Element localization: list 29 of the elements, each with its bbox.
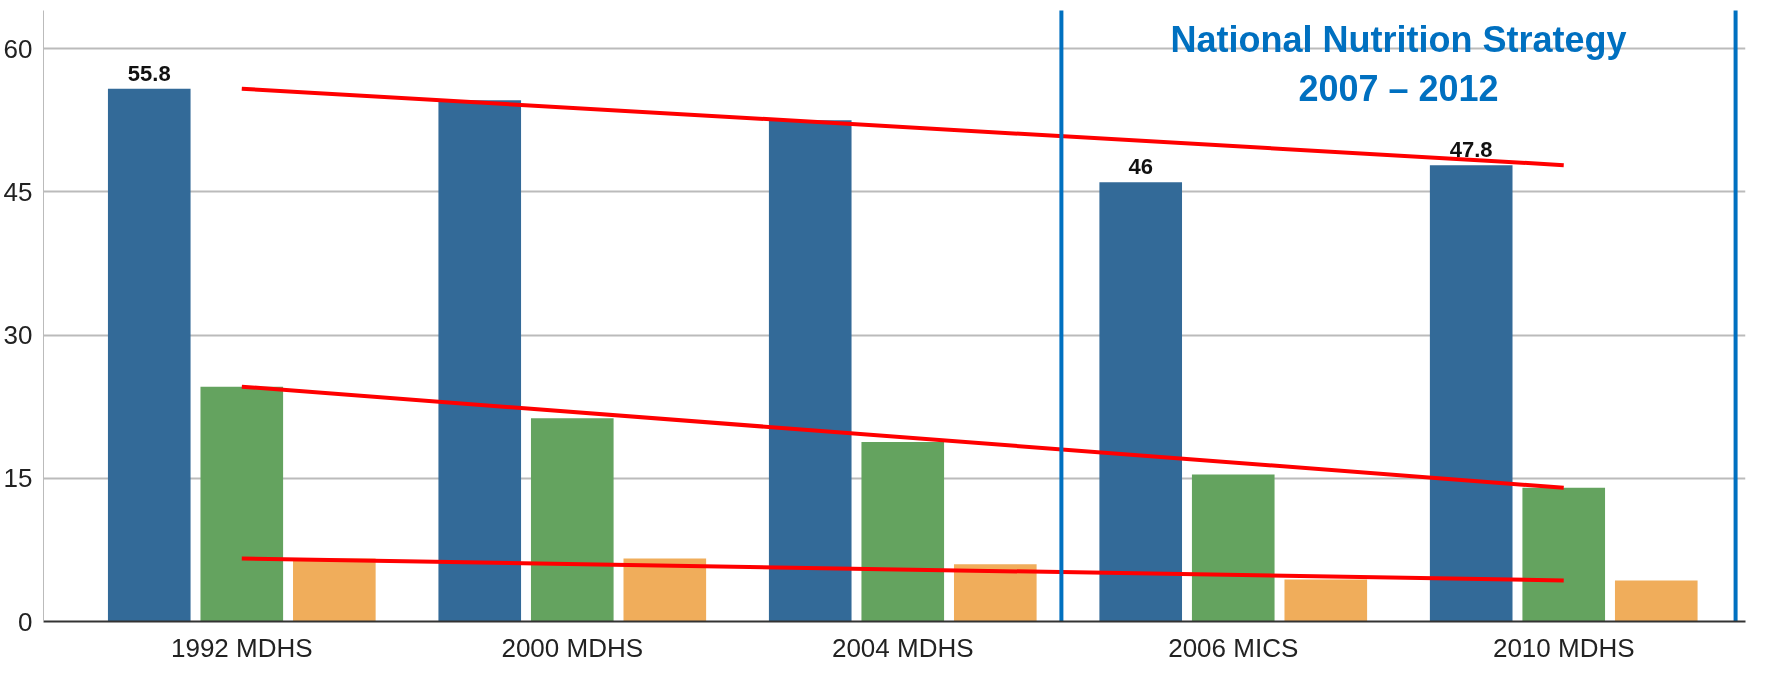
x-tick-label: 2004 MDHS (831, 632, 974, 663)
bar (530, 418, 614, 622)
x-tick-label: 2010 MDHS (1492, 632, 1635, 663)
bar (1284, 579, 1368, 622)
bar (107, 88, 191, 622)
y-tick-label: 60 (3, 33, 33, 64)
bar (438, 100, 522, 622)
bar (861, 442, 945, 622)
bar (1099, 182, 1183, 622)
bar (1191, 474, 1275, 622)
bar (293, 558, 376, 622)
y-tick-label: 0 (18, 606, 33, 637)
bar (1429, 165, 1513, 622)
y-tick-label: 45 (3, 176, 33, 207)
bar (1614, 580, 1698, 622)
data-label: 55.8 (127, 60, 171, 86)
x-tick-label: 2006 MICS (1168, 632, 1299, 663)
x-tick-label: 1992 MDHS (170, 632, 313, 663)
data-label: 46 (1128, 154, 1153, 180)
bar (953, 564, 1037, 622)
bar (768, 120, 852, 622)
bar (200, 386, 284, 622)
data-label: 47.8 (1449, 137, 1493, 163)
y-tick-label: 15 (3, 463, 33, 494)
annotation: National Nutrition Strategy 2007 – 2012 (1170, 18, 1627, 109)
bar (623, 558, 707, 622)
y-tick-label: 30 (3, 320, 33, 351)
bar (1522, 487, 1606, 622)
x-tick-label: 2000 MDHS (501, 632, 644, 663)
